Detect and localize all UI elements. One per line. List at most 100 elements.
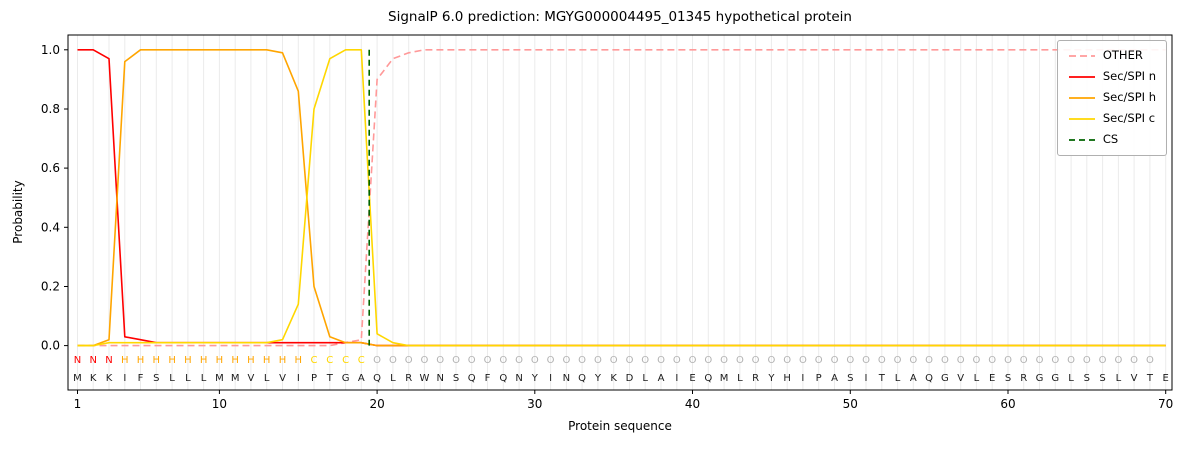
sequence-rows: NMNKNKHIHFHSHLHLHLHMHMHVHLHVHICPCTCGCAOQ… (73, 355, 1169, 384)
residue-letter: I (865, 373, 868, 384)
residue-type-label: O (815, 355, 823, 366)
legend-label-sec-spi-n: Sec/SPI n (1102, 69, 1156, 84)
residue-letter: A (358, 373, 365, 384)
residue-letter: Q (925, 373, 933, 384)
residue-type-label: O (531, 355, 539, 366)
residue-type-label: O (594, 355, 602, 366)
residue-type-label: O (405, 355, 413, 366)
y-tick-label: 0.6 (41, 161, 60, 175)
residue-type-label: C (358, 355, 365, 366)
residue-type-label: O (783, 355, 791, 366)
x-tick-label: 50 (843, 397, 858, 411)
residue-letter: G (342, 373, 350, 384)
residue-letter: N (515, 373, 522, 384)
residue-letter: R (752, 373, 759, 384)
residue-letter: V (1131, 373, 1138, 384)
residue-letter: E (689, 373, 695, 384)
residue-letter: I (801, 373, 804, 384)
residue-type-label: O (704, 355, 712, 366)
residue-letter: L (169, 373, 175, 384)
residue-type-label: H (216, 355, 224, 366)
residue-letter: E (989, 373, 995, 384)
residue-letter: I (297, 373, 300, 384)
residue-letter: A (658, 373, 665, 384)
legend-line-sample-sec-spi-c (1068, 118, 1095, 120)
residue-letter: Q (373, 373, 381, 384)
y-tick-label: 1.0 (41, 43, 60, 57)
residue-type-label: O (799, 355, 807, 366)
residue-letter: V (279, 373, 286, 384)
residue-type-label: O (547, 355, 555, 366)
residue-type-label: O (862, 355, 870, 366)
residue-type-label: O (1114, 355, 1122, 366)
residue-letter: Q (468, 373, 476, 384)
residue-type-label: O (689, 355, 697, 366)
residue-letter: P (311, 373, 317, 384)
legend: OTHER Sec/SPI n Sec/SPI h Sec/SPI c CS (1056, 40, 1167, 156)
residue-letter: T (878, 373, 886, 384)
residue-letter: L (895, 373, 901, 384)
residue-type-label: O (941, 355, 949, 366)
residue-letter: L (974, 373, 980, 384)
y-tick-label: 0.2 (41, 280, 60, 294)
residue-letter: A (910, 373, 917, 384)
residue-type-label: O (610, 355, 618, 366)
residue-letter: I (123, 373, 126, 384)
residue-letter: M (215, 373, 224, 384)
residue-type-label: H (168, 355, 176, 366)
residue-letter: M (720, 373, 729, 384)
residue-letter: I (675, 373, 678, 384)
residue-letter: K (90, 373, 97, 384)
residue-type-label: N (89, 355, 96, 366)
residue-type-label: O (878, 355, 886, 366)
residue-type-label: O (657, 355, 665, 366)
residue-type-label: O (484, 355, 492, 366)
residue-letter: S (153, 373, 159, 384)
residue-type-label: O (499, 355, 507, 366)
residue-letter: G (1051, 373, 1059, 384)
residue-letter: Y (767, 373, 775, 384)
residue-letter: D (626, 373, 634, 384)
series-line-sec-spi-h (77, 48, 1166, 347)
residue-type-label: O (736, 355, 744, 366)
residue-type-label: O (894, 355, 902, 366)
residue-letter: V (247, 373, 254, 384)
residue-type-label: O (1067, 355, 1075, 366)
residue-type-label: O (1051, 355, 1059, 366)
residue-letter: F (485, 373, 491, 384)
residue-type-label: O (909, 355, 917, 366)
residue-letter: S (1005, 373, 1011, 384)
y-tick-label: 0.0 (41, 339, 60, 353)
residue-letter: H (783, 373, 791, 384)
residue-type-label: O (626, 355, 634, 366)
residue-type-label: H (137, 355, 145, 366)
residue-type-label: O (1036, 355, 1044, 366)
residue-letter: N (436, 373, 443, 384)
residue-type-label: O (925, 355, 933, 366)
series-line-other (77, 48, 1166, 347)
residue-letter: Y (594, 373, 602, 384)
residue-letter: S (1099, 373, 1105, 384)
residue-type-label: O (452, 355, 460, 366)
residue-letter: E (1163, 373, 1169, 384)
legend-item-other: OTHER (1068, 48, 1156, 64)
residue-letter: G (1036, 373, 1044, 384)
residue-letter: M (231, 373, 240, 384)
residue-letter: Y (531, 373, 539, 384)
residue-type-label: O (831, 355, 839, 366)
residue-type-label: H (295, 355, 303, 366)
legend-item-sec-spi-c: Sec/SPI c (1068, 111, 1156, 127)
residue-type-label: H (231, 355, 239, 366)
residue-type-label: O (972, 355, 980, 366)
residue-type-label: O (957, 355, 965, 366)
residue-type-label: O (389, 355, 397, 366)
legend-label-sec-spi-h: Sec/SPI h (1102, 90, 1156, 105)
legend-label-other: OTHER (1102, 48, 1143, 63)
residue-letter: S (453, 373, 459, 384)
residue-letter: W (419, 373, 429, 384)
residue-letter: P (816, 373, 822, 384)
residue-type-label: O (578, 355, 586, 366)
residue-type-label: H (247, 355, 255, 366)
residue-letter: K (610, 373, 617, 384)
